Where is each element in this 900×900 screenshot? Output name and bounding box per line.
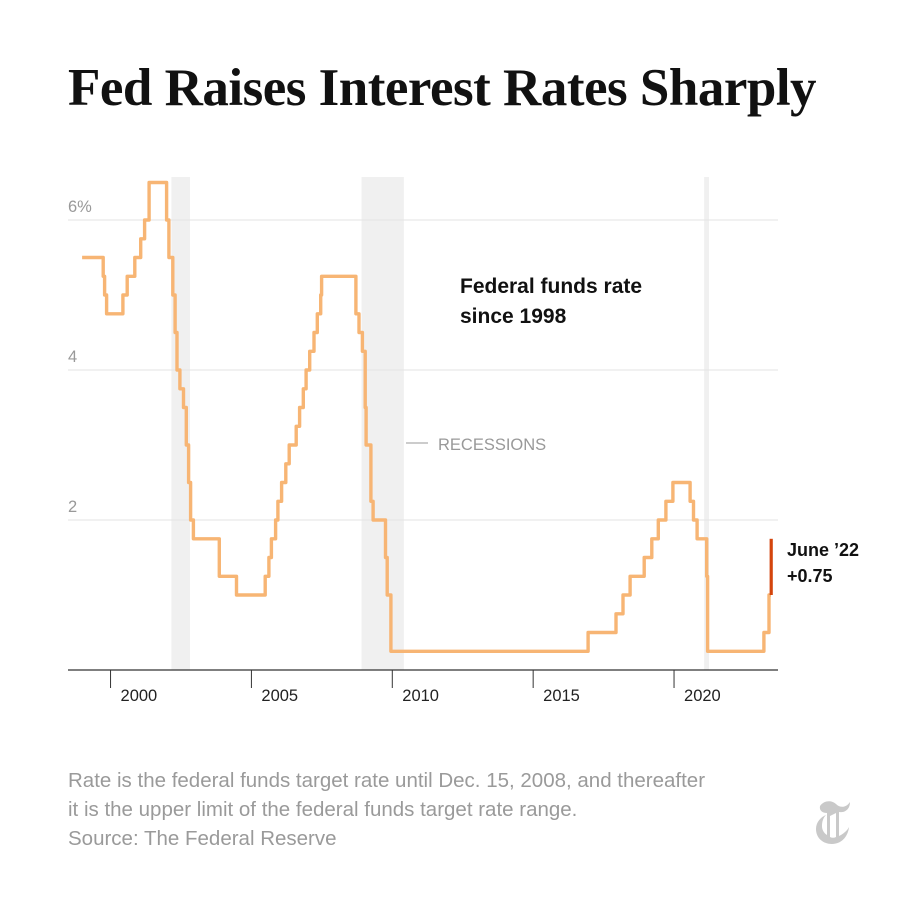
chart-subtitle-line-2: since 1998	[460, 305, 567, 328]
y-tick-label-2: 2	[68, 498, 77, 516]
page-title: Fed Raises Interest Rates Sharply	[68, 59, 817, 117]
annotation-month: June ’22	[787, 540, 859, 560]
chart: 6% 4 2 Federal funds rate since 1998 RECES…	[68, 177, 859, 705]
x-tick-label-2010: 2010	[402, 687, 439, 705]
chart-subtitle-line-1: Federal funds rate	[460, 275, 642, 298]
nyt-t-logo-icon	[816, 801, 850, 844]
x-axis: 2000 2005 2010 2015 2020	[68, 669, 778, 705]
june-22-annotation: June ’22 +0.75	[787, 540, 859, 586]
y-tick-label-6: 6%	[68, 198, 92, 216]
recession-legend-label: RECESSIONS	[438, 436, 546, 454]
footnote-line-1: Rate is the federal funds target rate un…	[68, 769, 706, 792]
x-tick-label-2005: 2005	[261, 687, 298, 705]
source-line: Source: The Federal Reserve	[68, 827, 337, 850]
series-federal-funds-rate	[82, 180, 771, 653]
recession-band-2	[361, 177, 404, 670]
y-tick-label-4: 4	[68, 348, 77, 366]
chart-subtitle: Federal funds rate since 1998	[460, 275, 642, 328]
recession-band-3	[704, 177, 709, 670]
x-tick-label-2000: 2000	[121, 687, 158, 705]
series-lines	[82, 180, 773, 653]
x-tick-label-2015: 2015	[543, 687, 580, 705]
footnote: Rate is the federal funds target rate un…	[68, 766, 808, 853]
recession-bands	[171, 177, 709, 670]
x-tick-label-2020: 2020	[684, 687, 721, 705]
footnote-line-2: it is the upper limit of the federal fun…	[68, 798, 578, 821]
recession-legend: RECESSIONS	[406, 436, 546, 454]
annotation-change: +0.75	[787, 566, 833, 586]
